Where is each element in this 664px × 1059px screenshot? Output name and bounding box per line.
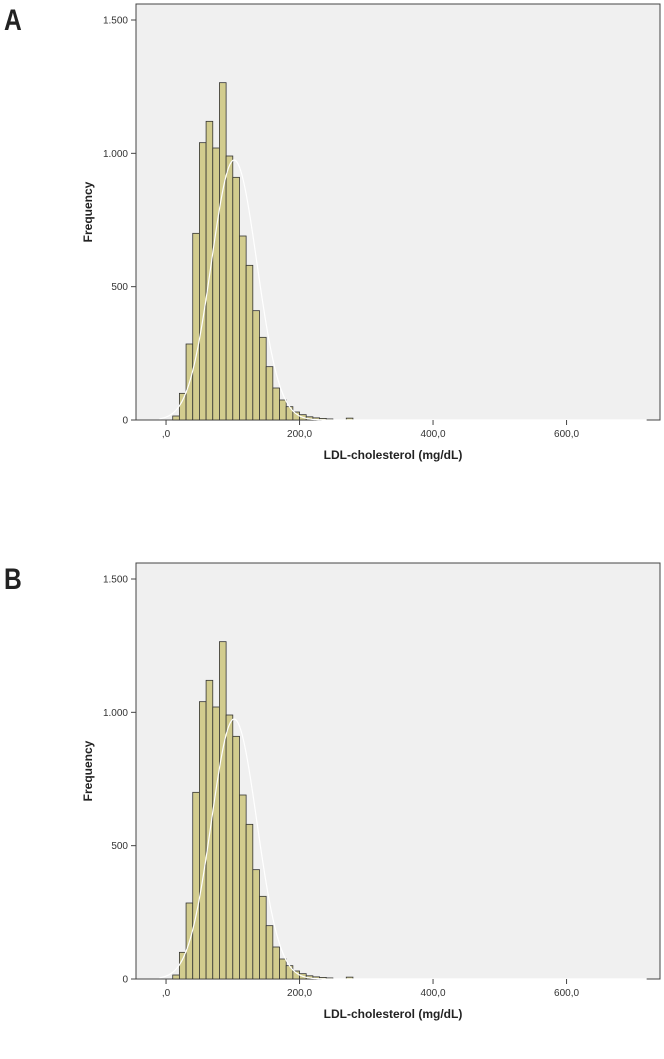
histogram-bar bbox=[199, 701, 207, 980]
x-axis-title: LDL-cholesterol (mg/dL) bbox=[324, 448, 463, 462]
histogram-bar bbox=[192, 232, 200, 421]
x-tick-label: 400,0 bbox=[421, 988, 446, 999]
x-tick-label: 200,0 bbox=[287, 988, 312, 999]
histogram-bar bbox=[272, 387, 280, 421]
histogram-bar bbox=[259, 895, 267, 980]
normal-curve-line bbox=[159, 718, 647, 980]
histogram-bar bbox=[232, 735, 240, 980]
histogram-bar bbox=[205, 120, 214, 421]
histogram-bar bbox=[285, 965, 294, 980]
x-tick-label: 400,0 bbox=[421, 429, 446, 440]
histogram-bar bbox=[245, 823, 254, 980]
histogram-bar bbox=[265, 925, 274, 980]
histogram-bar bbox=[212, 706, 220, 980]
histogram-bar bbox=[205, 679, 214, 980]
histogram-bar bbox=[272, 946, 280, 980]
y-axis-title: Frequency bbox=[81, 181, 95, 242]
histogram-bar bbox=[219, 641, 227, 980]
histogram-bar bbox=[225, 155, 234, 421]
histogram-bar bbox=[225, 714, 234, 980]
y-tick-label: 0 bbox=[122, 975, 128, 986]
histogram-bar bbox=[192, 791, 200, 980]
histogram-panel-a: A 0 500 1.000 1.500 ,0 200,0 400,0 600,0 LDL-cho… bbox=[0, 0, 664, 500]
y-tick-label: 500 bbox=[111, 282, 128, 293]
histogram-bar bbox=[212, 147, 220, 421]
histogram-bar bbox=[265, 366, 274, 421]
histogram-chart-b: 0 500 1.000 1.500 ,0 200,0 400,0 600,0 LDL-chole… bbox=[81, 562, 661, 1021]
histogram-bar bbox=[239, 235, 247, 421]
histogram-bar bbox=[259, 336, 267, 421]
histogram-bar bbox=[172, 974, 180, 980]
x-tick-label: ,0 bbox=[162, 429, 171, 440]
y-tick-label: 0 bbox=[122, 416, 128, 427]
normal-curve-line bbox=[159, 159, 647, 421]
x-axis-title: LDL-cholesterol (mg/dL) bbox=[324, 1007, 463, 1021]
y-tick-label: 1.000 bbox=[103, 708, 128, 719]
histogram-bar bbox=[172, 415, 180, 421]
histogram-bar bbox=[252, 869, 260, 980]
x-tick-label: 600,0 bbox=[554, 429, 579, 440]
histogram-bar bbox=[239, 794, 247, 980]
histogram-bar bbox=[279, 399, 287, 421]
histogram-bar bbox=[232, 176, 240, 421]
histogram-bar bbox=[252, 310, 260, 421]
histogram-bar bbox=[199, 142, 207, 421]
histogram-bar bbox=[245, 264, 254, 421]
histogram-bar bbox=[285, 406, 294, 421]
histogram-panel-b: B 0 500 1.000 1.500 ,0 200,0 400,0 600,0 LDL-cho… bbox=[0, 559, 664, 1059]
y-axis-title: Frequency bbox=[81, 740, 95, 801]
y-tick-label: 1.500 bbox=[103, 575, 128, 586]
histogram-bar bbox=[178, 392, 187, 421]
x-tick-label: ,0 bbox=[162, 988, 171, 999]
panel-label-b: B bbox=[4, 563, 22, 596]
histogram-bar bbox=[219, 82, 227, 421]
y-tick-label: 1.500 bbox=[103, 16, 128, 27]
x-tick-label: 600,0 bbox=[554, 988, 579, 999]
histogram-bar bbox=[279, 958, 287, 980]
y-tick-label: 500 bbox=[111, 841, 128, 852]
y-tick-label: 1.000 bbox=[103, 149, 128, 160]
x-tick-label: 200,0 bbox=[287, 429, 312, 440]
histogram-bar bbox=[178, 951, 187, 980]
panel-label-a: A bbox=[4, 4, 22, 37]
histogram-chart-a: 0 500 1.000 1.500 ,0 200,0 400,0 600,0 LDL-chole… bbox=[81, 3, 661, 462]
